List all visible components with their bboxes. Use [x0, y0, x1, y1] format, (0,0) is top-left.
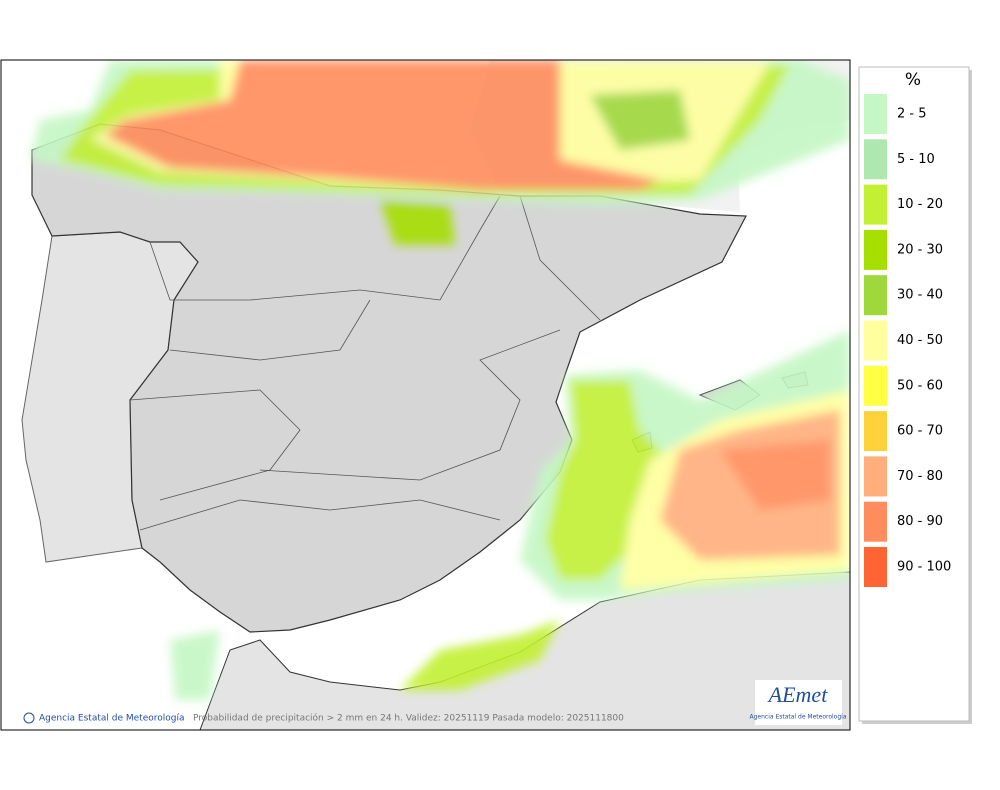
legend-label: 40 - 50	[897, 333, 943, 348]
legend-label: 20 - 30	[897, 242, 943, 257]
logo-name: AEmet	[767, 682, 829, 707]
legend-swatch	[864, 501, 887, 542]
legend-label: 70 - 80	[897, 469, 943, 484]
legend-label: 80 - 90	[897, 514, 943, 529]
legend-label: 2 - 5	[897, 107, 927, 122]
legend: % 2 - 5 5 - 10 10 - 20 20 - 30 30 - 40 40 - 5…	[858, 66, 972, 724]
legend-label: 50 - 60	[897, 378, 943, 393]
logo-subtitle: Agencia Estatal de Meteorología	[750, 714, 847, 721]
legend-swatch	[864, 275, 887, 316]
legend-label: 10 - 20	[897, 197, 943, 212]
logo-box	[755, 680, 842, 725]
credit: Agencia Estatal de Meteorología	[39, 714, 185, 724]
legend-title: %	[905, 70, 921, 90]
legend-swatch	[864, 229, 887, 270]
logo: AEmet Agencia Estatal de Meteorología	[750, 680, 847, 725]
legend-label: 30 - 40	[897, 288, 943, 303]
copyright-symbol	[23, 712, 35, 724]
legend-label: 60 - 70	[897, 424, 943, 439]
precip-field	[30, 60, 850, 700]
legend-swatch	[864, 139, 887, 180]
legend-swatch	[864, 320, 887, 361]
legend-swatch	[864, 365, 887, 406]
legend-label: 5 - 10	[897, 152, 935, 167]
map-frame	[0, 59, 851, 731]
caption: Probabilidad de precipitación > 2 mm en …	[193, 713, 624, 724]
legend-swatch	[864, 94, 887, 134]
legend-label: 90 - 100	[897, 560, 951, 575]
legend-swatch	[864, 456, 887, 497]
legend-swatch	[864, 547, 887, 587]
map	[1, 60, 850, 730]
legend-swatch	[864, 411, 887, 452]
region-borders	[129, 195, 601, 531]
legend-swatch	[864, 184, 887, 225]
